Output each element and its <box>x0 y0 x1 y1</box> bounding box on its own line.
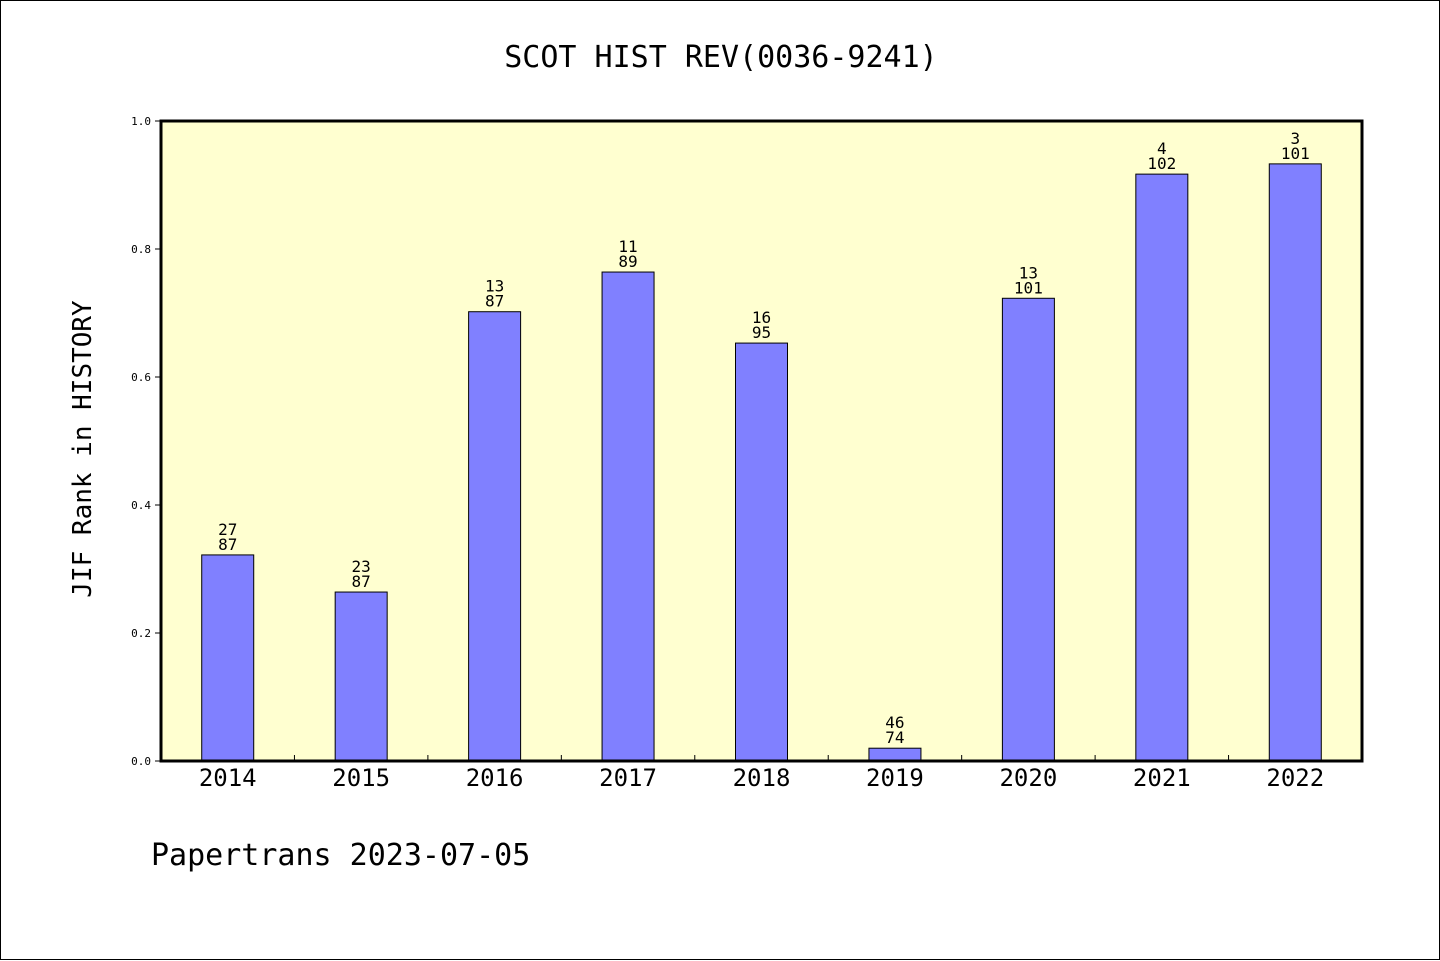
y-tick-label: 0.8 <box>131 243 151 256</box>
x-tick-label: 2019 <box>866 764 924 792</box>
data-label-total: 102 <box>1147 154 1176 173</box>
data-label-rank: 23 <box>352 557 371 576</box>
x-tick-label: 2021 <box>1133 764 1191 792</box>
footer-text: Papertrans 2023-07-05 <box>151 838 530 873</box>
x-tick-label: 2022 <box>1266 764 1324 792</box>
x-tick-label: 2018 <box>733 764 791 792</box>
y-tick-label: 0.4 <box>131 499 151 512</box>
data-label-total: 74 <box>885 728 904 747</box>
bar-2016 <box>468 311 522 762</box>
data-label-total: 89 <box>618 252 637 271</box>
data-label-rank: 16 <box>752 308 771 327</box>
y-tick-label: 1.0 <box>131 115 151 128</box>
data-label-total: 101 <box>1281 144 1310 163</box>
x-tick-label: 2015 <box>332 764 390 792</box>
chart-title: SCOT HIST REV(0036-9241) <box>504 40 937 75</box>
data-label-total: 87 <box>218 535 237 554</box>
plot-border <box>159 119 1364 763</box>
y-axis-label: JIF Rank in HISTORY <box>68 300 98 598</box>
data-label-rank: 13 <box>1019 263 1038 282</box>
bar-2021 <box>1135 173 1189 762</box>
x-axis: 2014 2015 2016 2017 2018 2019 2020 2021 2022 <box>199 755 1324 792</box>
y-tick-label: 0.0 <box>131 755 151 768</box>
x-tick-label: 2014 <box>199 764 257 792</box>
bar-2014 <box>201 554 255 762</box>
bar-2018 <box>735 342 788 762</box>
data-label-rank: 3 <box>1290 129 1300 148</box>
bar-2019 <box>868 747 922 762</box>
data-label-rank: 13 <box>485 277 504 296</box>
y-tick-label: 0.2 <box>131 627 151 640</box>
data-label-rank: 11 <box>618 237 637 256</box>
y-axis: 0.0 0.2 0.4 0.6 0.8 1.0 <box>131 115 161 768</box>
data-label-rank: 4 <box>1157 139 1167 158</box>
bar-2015 <box>334 591 388 762</box>
data-label-rank: 46 <box>885 713 904 732</box>
bar-2022 <box>1268 163 1322 762</box>
data-label-total: 95 <box>752 323 771 342</box>
y-tick-label: 0.6 <box>131 371 151 384</box>
data-label-total: 87 <box>485 292 504 311</box>
bars-group <box>201 163 1322 762</box>
x-tick-label: 2016 <box>466 764 524 792</box>
bar-2020 <box>1001 297 1055 762</box>
x-tick-label: 2020 <box>999 764 1057 792</box>
x-tick-label: 2017 <box>599 764 657 792</box>
data-label-rank: 27 <box>218 520 237 539</box>
data-label-total: 101 <box>1014 278 1043 297</box>
data-label-total: 87 <box>352 572 371 591</box>
bar-2017 <box>601 271 655 762</box>
